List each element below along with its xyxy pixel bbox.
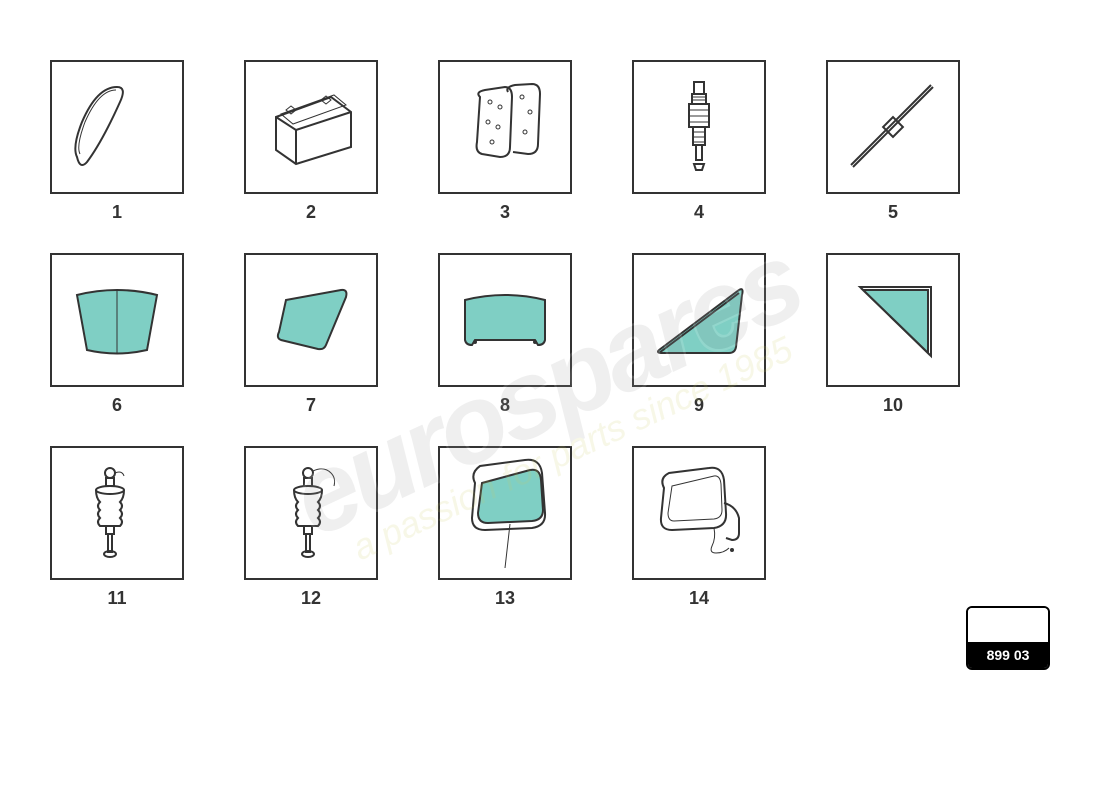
part-item[interactable]: 10 xyxy=(826,253,960,416)
mirror-glass-icon xyxy=(450,448,560,578)
drive-belt-icon xyxy=(62,72,172,182)
reference-top xyxy=(968,608,1048,642)
part-number: 8 xyxy=(500,395,510,416)
part-item[interactable]: 8 xyxy=(438,253,572,416)
part-item[interactable]: 2 xyxy=(244,60,378,223)
part-number: 9 xyxy=(694,395,704,416)
spark-plug-icon xyxy=(644,72,754,182)
shock-absorber-front-box xyxy=(50,446,184,580)
part-item[interactable]: 1 xyxy=(50,60,184,223)
part-number: 13 xyxy=(495,588,515,609)
grid-row-2: 6 7 8 xyxy=(50,253,1050,416)
part-item[interactable]: 4 xyxy=(632,60,766,223)
grid-row-3: 11 12 xyxy=(50,446,1050,609)
part-item[interactable]: 3 xyxy=(438,60,572,223)
vent-window-glass-icon xyxy=(838,265,948,375)
part-item[interactable]: 5 xyxy=(826,60,960,223)
part-number: 1 xyxy=(112,202,122,223)
quarter-glass-box xyxy=(632,253,766,387)
brake-pads-box xyxy=(438,60,572,194)
rear-glass-box xyxy=(244,253,378,387)
quarter-glass-icon xyxy=(644,265,754,375)
parts-grid: 1 2 xyxy=(0,0,1100,649)
part-item[interactable]: 6 xyxy=(50,253,184,416)
windshield-glass-icon xyxy=(62,265,172,375)
battery-icon xyxy=(256,72,366,182)
drive-belt-box xyxy=(50,60,184,194)
door-glass-box xyxy=(438,253,572,387)
wiper-blade-icon xyxy=(838,72,948,182)
part-number: 2 xyxy=(306,202,316,223)
battery-box xyxy=(244,60,378,194)
part-number: 14 xyxy=(689,588,709,609)
part-item[interactable]: 9 xyxy=(632,253,766,416)
shock-absorber-rear-icon xyxy=(256,458,366,568)
part-number: 11 xyxy=(107,588,126,609)
side-mirror-assembly-icon xyxy=(644,458,754,568)
shock-absorber-rear-box xyxy=(244,446,378,580)
rear-glass-icon xyxy=(256,265,366,375)
part-number: 12 xyxy=(301,588,321,609)
side-mirror-assembly-box xyxy=(632,446,766,580)
wiper-blade-box xyxy=(826,60,960,194)
spark-plug-box xyxy=(632,60,766,194)
door-glass-icon xyxy=(450,265,560,375)
vent-window-glass-box xyxy=(826,253,960,387)
part-number: 5 xyxy=(888,202,898,223)
part-item[interactable]: 12 xyxy=(244,446,378,609)
part-number: 6 xyxy=(112,395,122,416)
part-number: 3 xyxy=(500,202,510,223)
reference-code-box: 899 03 xyxy=(966,606,1050,670)
grid-row-1: 1 2 xyxy=(50,60,1050,223)
part-item[interactable]: 13 xyxy=(438,446,572,609)
part-item[interactable]: 7 xyxy=(244,253,378,416)
part-item[interactable]: 14 xyxy=(632,446,766,609)
reference-code: 899 03 xyxy=(968,642,1048,668)
part-number: 10 xyxy=(883,395,903,416)
windshield-glass-box xyxy=(50,253,184,387)
mirror-glass-box xyxy=(438,446,572,580)
shock-absorber-front-icon xyxy=(62,458,172,568)
brake-pads-icon xyxy=(450,72,560,182)
part-number: 7 xyxy=(306,395,316,416)
part-item[interactable]: 11 xyxy=(50,446,184,609)
part-number: 4 xyxy=(694,202,704,223)
